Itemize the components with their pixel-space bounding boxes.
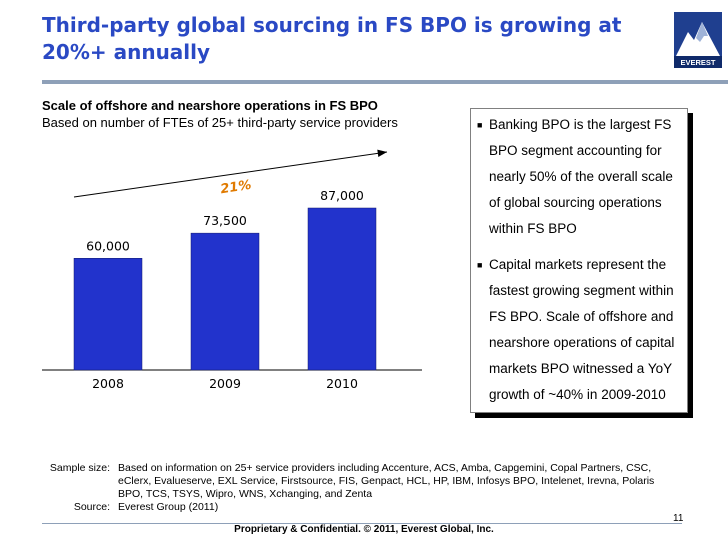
cagr-annotation: 21% xyxy=(219,178,252,198)
bar-2009 xyxy=(190,232,260,371)
bullet-square-icon: ■ xyxy=(477,260,483,270)
title-divider xyxy=(42,80,728,84)
value-label-2009: 73,500 xyxy=(203,213,247,228)
growth-trend-arrow xyxy=(73,151,388,198)
insight-bullet-1: ■ Banking BPO is the largest FS BPO segm… xyxy=(477,112,683,242)
growth-arrowhead xyxy=(377,149,387,157)
confidential-notice: Proprietary & Confidential. © 2011, Ever… xyxy=(234,524,494,535)
bullet-square-icon: ■ xyxy=(477,120,483,130)
footnote: Sample size: Based on information on 25+… xyxy=(42,462,682,514)
key-insights-callout: ■ Banking BPO is the largest FS BPO segm… xyxy=(470,108,688,413)
footnote-source-text: Everest Group (2011) xyxy=(118,501,219,513)
footnote-sample-text: Based on information on 25+ service prov… xyxy=(118,462,655,500)
value-label-2010: 87,000 xyxy=(320,188,364,203)
footnote-sample-label: Sample size: xyxy=(49,462,110,474)
value-label-2008: 60,000 xyxy=(86,238,130,253)
chart-subtitle: Based on number of FTEs of 25+ third-par… xyxy=(42,115,398,130)
category-label-2009: 2009 xyxy=(209,376,241,391)
category-label-2008: 2008 xyxy=(92,376,124,391)
footnote-source-label: Source: xyxy=(73,501,110,513)
chart-title: Scale of offshore and nearshore operatio… xyxy=(42,98,378,113)
footer-divider xyxy=(42,523,682,524)
bar-2010 xyxy=(307,207,377,371)
insight-text-1: Banking BPO is the largest FS BPO segmen… xyxy=(489,117,673,236)
bar-2008 xyxy=(73,258,143,371)
page-number: 11 xyxy=(673,513,684,524)
footnote-sample-row: Sample size: Based on information on 25+… xyxy=(42,462,682,501)
logo-text-band xyxy=(674,56,722,68)
footnote-source-row: Source: Everest Group (2011) xyxy=(42,501,682,514)
chart-heading: Scale of offshore and nearshore operatio… xyxy=(42,97,422,131)
logo-text: EVEREST xyxy=(680,58,715,67)
logo-mountain-shade-icon xyxy=(696,22,708,42)
everest-logo: EVEREST xyxy=(674,12,722,68)
insight-text-2: Capital markets represent the fastest gr… xyxy=(489,257,675,402)
slide-title: Third-party global sourcing in FS BPO is… xyxy=(42,13,622,64)
category-label-2010: 2010 xyxy=(326,376,358,391)
insight-bullet-2: ■ Capital markets represent the fastest … xyxy=(477,252,683,408)
